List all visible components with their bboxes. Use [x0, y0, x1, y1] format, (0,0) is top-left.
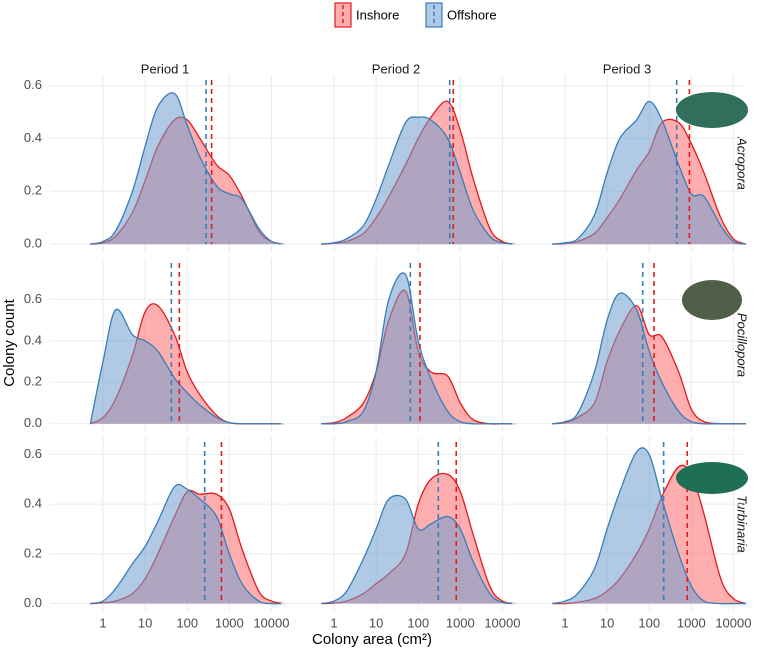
density-area: [90, 484, 285, 604]
density-line: [90, 92, 285, 245]
column-header: Period 2: [372, 61, 420, 76]
row-label: Turbinaria: [735, 495, 750, 553]
panel: [281, 258, 516, 432]
y-tick-label: 0.6: [24, 77, 42, 92]
x-tick-label: 10: [369, 615, 383, 630]
density-area: [552, 101, 747, 245]
y-tick-label: 0.4: [24, 130, 42, 145]
coral-image: [676, 462, 748, 494]
y-tick-label: 0.6: [24, 291, 42, 306]
density-line: [552, 100, 747, 245]
x-tick-label: 10: [138, 615, 152, 630]
x-tick-label: 1000: [446, 615, 475, 630]
y-tick-label: 0.2: [24, 374, 42, 389]
row-label: Pocillopora: [735, 313, 750, 377]
density-area: [321, 495, 516, 604]
column-header: Period 3: [603, 61, 651, 76]
x-tick-label: 10: [600, 615, 614, 630]
y-tick-label: 0.0: [24, 415, 42, 430]
row-label: Acropora: [735, 136, 750, 190]
coral-image: [676, 92, 748, 128]
legend-label: Inshore: [356, 7, 399, 22]
y-tick-label: 0.0: [24, 236, 42, 251]
x-tick-label: 1: [561, 615, 568, 630]
panel: [281, 75, 516, 252]
x-tick-label: 1: [330, 615, 337, 630]
density-line: [321, 272, 516, 425]
density-line: [90, 483, 285, 605]
panel: [50, 437, 285, 611]
y-tick-label: 0.4: [24, 496, 42, 511]
column-header: Period 1: [141, 61, 189, 76]
x-tick-label: 100: [176, 615, 198, 630]
y-tick-label: 0.6: [24, 446, 42, 461]
x-tick-label: 1: [99, 615, 106, 630]
y-tick-label: 0.2: [24, 183, 42, 198]
x-axis-label: Colony area (cm²): [312, 631, 432, 648]
x-tick-label: 10000: [715, 615, 751, 630]
x-tick-label: 10000: [253, 615, 289, 630]
panel: [512, 258, 747, 432]
y-axis-label: Colony count: [1, 298, 18, 386]
density-area: [321, 272, 516, 424]
x-tick-label: 1000: [215, 615, 244, 630]
coral-image: [682, 280, 742, 320]
coral-images: [676, 92, 748, 494]
density-line: [552, 292, 747, 425]
x-tick-label: 1000: [677, 615, 706, 630]
density-line: [552, 447, 747, 605]
panel: [50, 75, 285, 252]
x-tick-label: 100: [638, 615, 660, 630]
y-tick-label: 0.4: [24, 332, 42, 347]
x-tick-label: 10000: [484, 615, 520, 630]
density-line: [89, 308, 285, 425]
density-area: [90, 309, 285, 424]
density-area: [552, 292, 747, 424]
panel: [281, 437, 516, 611]
panel: [50, 258, 285, 432]
density-line: [321, 494, 516, 605]
density-area: [90, 92, 285, 245]
y-tick-label: 0.0: [24, 595, 42, 610]
x-tick-label: 100: [407, 615, 429, 630]
legend-label: Offshore: [447, 7, 497, 22]
panel: [512, 75, 747, 252]
density-area: [552, 447, 747, 604]
y-tick-label: 0.2: [24, 545, 42, 560]
density-area: [321, 116, 516, 245]
density-line: [321, 116, 516, 245]
